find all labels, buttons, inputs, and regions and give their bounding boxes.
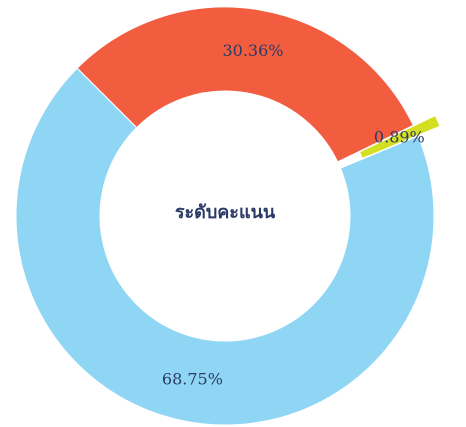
donut-segment (76, 6, 414, 163)
donut-segment (15, 67, 435, 426)
chart-title: ระดับคะแนน (175, 202, 276, 223)
data-label: 0.89% (374, 128, 425, 147)
data-label: 30.36% (222, 41, 283, 60)
data-label: 68.75% (162, 369, 223, 388)
donut-segment (358, 114, 441, 160)
